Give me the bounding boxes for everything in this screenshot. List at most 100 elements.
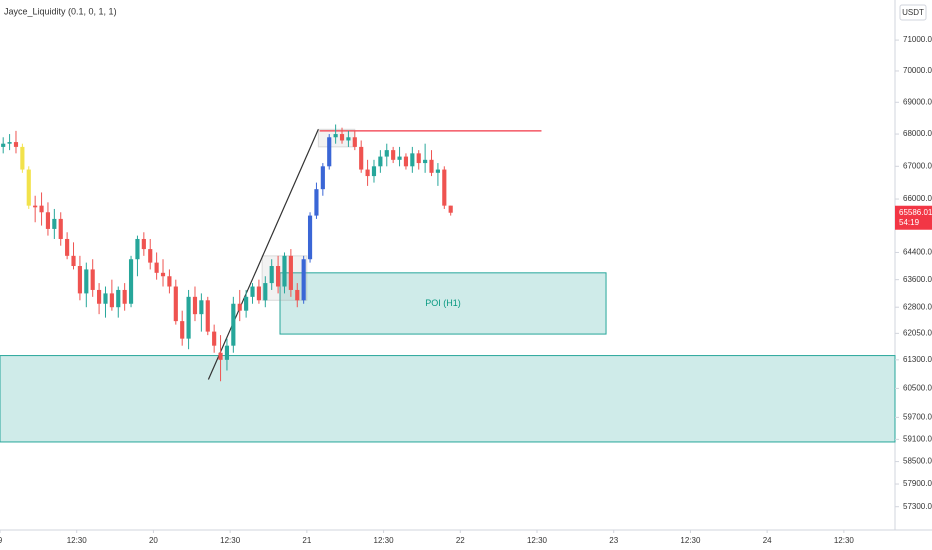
candle-body bbox=[71, 255, 76, 267]
candle-body bbox=[429, 159, 434, 173]
candle-body bbox=[282, 255, 287, 287]
candle-body bbox=[13, 142, 19, 147]
currency-label[interactable]: USDT bbox=[902, 8, 924, 17]
candle-body bbox=[250, 286, 255, 297]
candle-body bbox=[416, 153, 421, 164]
y-tick-label: 69000.00 bbox=[903, 97, 932, 106]
x-tick-label: 9 bbox=[0, 536, 3, 545]
candle-body bbox=[391, 150, 396, 160]
zone bbox=[279, 272, 607, 335]
y-tick-label: 66000.00 bbox=[903, 194, 932, 203]
indicator-title: Jayce_Liquidity (0.1, 0, 1, 1) bbox=[4, 6, 117, 16]
candle-body bbox=[26, 169, 31, 206]
candle-body bbox=[52, 218, 57, 229]
y-tick-label: 70000.00 bbox=[903, 66, 932, 75]
candle-body bbox=[199, 300, 204, 315]
candle-body bbox=[109, 293, 114, 308]
candle-body bbox=[128, 259, 134, 304]
candle-body bbox=[205, 300, 210, 332]
candle-body bbox=[333, 134, 338, 138]
x-tick-label: 12:30 bbox=[374, 536, 395, 545]
x-tick-label: 12:30 bbox=[220, 536, 241, 545]
candle-body bbox=[231, 303, 236, 346]
candle-body bbox=[244, 296, 249, 311]
candle-body bbox=[435, 169, 440, 173]
candle-body bbox=[122, 289, 127, 304]
candle-body bbox=[180, 321, 185, 339]
candle-body bbox=[33, 205, 38, 208]
drawing-line bbox=[207, 129, 319, 380]
candle-body bbox=[371, 166, 377, 177]
candle-body bbox=[288, 255, 293, 290]
candle-body bbox=[20, 146, 25, 170]
candle-body bbox=[141, 238, 146, 250]
candle-body bbox=[397, 156, 402, 160]
candle-body bbox=[84, 269, 89, 294]
x-tick-label: 12:30 bbox=[67, 536, 88, 545]
countdown-label: 54:19 bbox=[899, 218, 920, 227]
y-tick-label: 62800.00 bbox=[903, 302, 932, 311]
y-tick-label: 57900.00 bbox=[903, 479, 932, 488]
x-tick-label: 12:30 bbox=[834, 536, 855, 545]
candle-body bbox=[307, 215, 313, 260]
candle-body bbox=[410, 153, 415, 167]
candle-body bbox=[1, 143, 6, 147]
y-tick-label: 59100.00 bbox=[903, 434, 932, 443]
candle-body bbox=[237, 303, 242, 311]
candle-body bbox=[224, 345, 230, 360]
last-price-tag bbox=[895, 205, 932, 230]
y-tick-label: 57300.00 bbox=[903, 502, 932, 511]
candle-body bbox=[192, 296, 198, 315]
x-tick-label: 12:30 bbox=[527, 536, 548, 545]
y-tick-label: 71000.00 bbox=[903, 35, 932, 44]
x-tick-label: 20 bbox=[149, 536, 158, 545]
candle-body bbox=[269, 266, 274, 284]
candle-body bbox=[276, 266, 281, 287]
candle-body bbox=[359, 146, 364, 170]
candle-body bbox=[90, 269, 95, 290]
x-tick-label: 12:30 bbox=[680, 536, 701, 545]
candle-body bbox=[448, 205, 453, 213]
x-tick-label: 24 bbox=[763, 536, 772, 545]
y-tick-label: 68000.00 bbox=[903, 129, 932, 138]
currency-box[interactable] bbox=[899, 4, 927, 21]
x-tick-label: 22 bbox=[456, 536, 465, 545]
x-tick-label: 21 bbox=[302, 536, 311, 545]
candle-body bbox=[352, 137, 357, 147]
candle-body bbox=[97, 289, 102, 304]
candle-body bbox=[167, 276, 172, 287]
candle-body bbox=[320, 166, 325, 190]
y-tick-label: 67000.00 bbox=[903, 161, 932, 170]
y-tick-label: 60500.00 bbox=[903, 384, 932, 393]
candle-body bbox=[148, 249, 153, 263]
candle-body bbox=[58, 218, 63, 239]
candle-body bbox=[327, 137, 332, 167]
x-tick-label: 23 bbox=[609, 536, 618, 545]
candle-body bbox=[314, 189, 319, 216]
zone bbox=[0, 355, 896, 443]
candle-body bbox=[135, 238, 140, 260]
last-price-label: 65586.01 bbox=[899, 208, 932, 217]
candle-body bbox=[442, 169, 447, 206]
candle-body bbox=[301, 259, 306, 301]
candle-body bbox=[378, 156, 383, 167]
candle-body bbox=[39, 205, 44, 213]
candle-body bbox=[45, 212, 51, 229]
candle-body bbox=[365, 169, 370, 177]
y-tick-label: 61300.00 bbox=[903, 355, 932, 364]
y-tick-label: 58500.00 bbox=[903, 457, 932, 466]
candle-body bbox=[160, 272, 166, 277]
candle-body bbox=[173, 286, 178, 322]
candle-body bbox=[346, 137, 351, 141]
candle-body bbox=[116, 289, 121, 308]
candle-body bbox=[423, 159, 428, 164]
candle-body bbox=[65, 238, 70, 256]
candle-body bbox=[339, 134, 345, 141]
candle-body bbox=[218, 352, 223, 360]
candle-body bbox=[186, 296, 191, 339]
y-tick-label: 64400.00 bbox=[903, 248, 932, 257]
zone-label: POI (H1) bbox=[425, 298, 461, 308]
candle-body bbox=[256, 286, 261, 301]
